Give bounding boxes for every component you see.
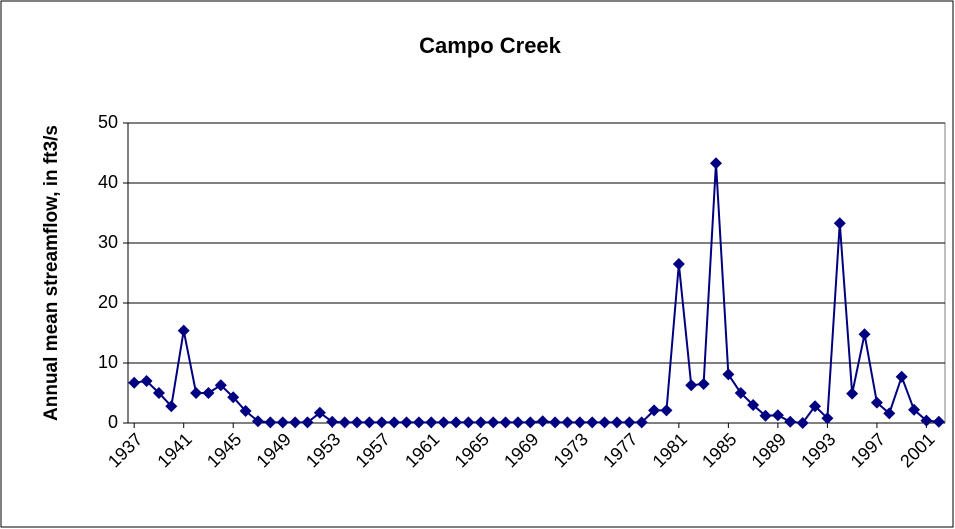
data-point <box>190 387 203 399</box>
data-point <box>648 404 661 417</box>
data-point <box>289 416 302 429</box>
data-point <box>660 404 673 417</box>
y-tick-label: 50 <box>98 112 118 132</box>
data-point <box>450 416 463 429</box>
data-point <box>140 375 153 387</box>
data-point <box>400 416 413 429</box>
data-point <box>524 416 537 429</box>
data-point <box>747 399 760 411</box>
data-point <box>487 416 500 429</box>
data-point <box>474 416 487 429</box>
data-point <box>858 328 871 341</box>
data-point <box>276 416 289 429</box>
y-tick-label: 0 <box>108 412 118 432</box>
data-point <box>573 416 586 429</box>
data-point <box>549 416 562 429</box>
data-point <box>598 416 611 429</box>
data-point <box>635 416 648 429</box>
y-axis-label: Annual mean streamflow, in ft3/s <box>41 125 62 421</box>
data-point <box>177 324 190 337</box>
data-point <box>326 415 339 428</box>
data-point <box>932 415 945 428</box>
data-point <box>375 416 388 429</box>
data-point <box>883 407 896 420</box>
data-point <box>536 415 549 428</box>
data-point <box>833 217 846 230</box>
data-point <box>908 403 921 416</box>
data-point <box>821 412 834 425</box>
data-point <box>214 379 227 392</box>
data-point <box>771 409 784 422</box>
data-point <box>796 417 809 429</box>
data-point <box>338 416 351 429</box>
data-point <box>251 415 264 428</box>
data-point <box>264 416 277 429</box>
data-point <box>759 409 772 422</box>
data-point <box>672 258 685 270</box>
plot-area <box>127 122 946 424</box>
data-point <box>227 391 240 404</box>
data-point <box>499 416 512 429</box>
data-point <box>697 378 710 390</box>
data-point <box>561 416 574 429</box>
data-point <box>388 416 401 429</box>
data-point <box>363 416 376 429</box>
data-point <box>586 416 599 429</box>
data-point <box>202 387 215 399</box>
data-point <box>920 414 933 427</box>
data-point <box>313 406 326 419</box>
data-point <box>685 379 698 392</box>
data-point <box>846 387 859 400</box>
data-point <box>511 416 524 429</box>
y-tick-label: 40 <box>98 172 118 192</box>
data-point <box>734 387 747 399</box>
data-point <box>412 416 425 429</box>
data-point <box>709 157 722 170</box>
y-tick-label: 10 <box>98 352 118 372</box>
data-point <box>462 416 475 429</box>
data-point <box>425 416 438 429</box>
data-point <box>784 415 797 428</box>
data-point <box>165 400 178 413</box>
data-point <box>301 416 314 429</box>
data-point <box>870 396 883 409</box>
data-point <box>623 416 636 429</box>
data-point <box>351 416 364 429</box>
data-point <box>128 376 141 389</box>
data-point <box>809 400 822 413</box>
data-point <box>152 387 165 399</box>
data-point <box>239 405 252 417</box>
y-tick-label: 20 <box>98 292 118 312</box>
data-point <box>722 368 735 381</box>
data-point <box>895 370 908 383</box>
data-point <box>610 416 623 429</box>
chart-title: Campo Creek <box>419 33 562 58</box>
y-tick-label: 30 <box>98 232 118 252</box>
data-point <box>437 416 450 429</box>
